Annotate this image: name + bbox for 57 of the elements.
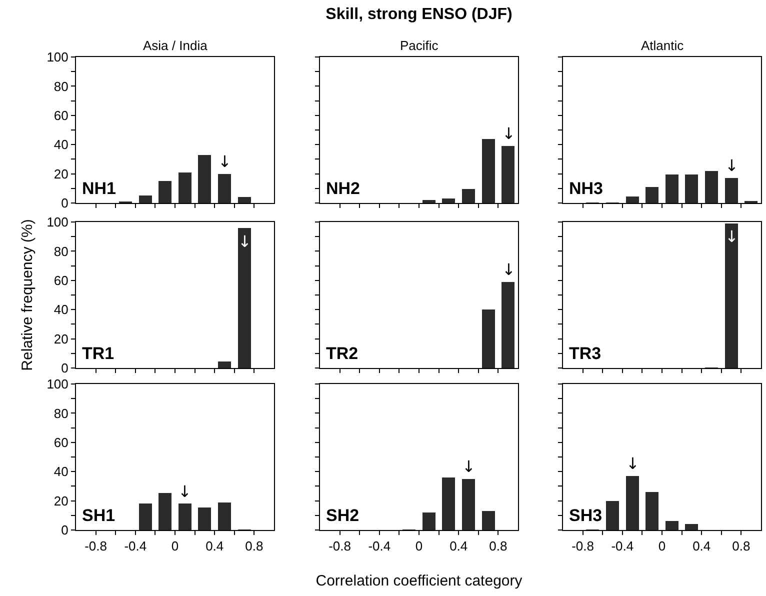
y-tick-label: 60 — [54, 434, 68, 450]
y-tick-label: 0 — [61, 196, 68, 211]
annotation: TR3 — [569, 344, 602, 363]
x-tick-label: 0.8 — [732, 538, 750, 554]
annotation: NH2 — [326, 179, 360, 198]
annotation: SH1 — [82, 506, 116, 525]
x-tick-label: 0.4 — [450, 538, 468, 554]
y-tick-label: 20 — [54, 166, 68, 182]
y-tick-label: 60 — [54, 272, 68, 288]
y-tick-label: 80 — [54, 406, 68, 421]
y-tick-label: 20 — [54, 331, 68, 346]
x-tick-label: -0.4 — [124, 538, 147, 554]
annotation: ↓ — [462, 457, 476, 476]
chart-title: Skill, strong ENSO (DJF) — [326, 6, 512, 24]
annotation: SH3 — [569, 506, 602, 525]
annotation: ↓ — [725, 227, 738, 246]
x-tick-label: -0.4 — [611, 538, 634, 554]
x-tick-label: 0 — [415, 538, 423, 554]
y-axis-title: Relative frequency (%) — [18, 219, 36, 371]
x-tick-label: 0.8 — [489, 538, 508, 554]
chart-subtitle: Atlantic — [641, 38, 684, 53]
y-tick-label: 0 — [61, 360, 68, 376]
x-axis-title: Correlation coefficient category — [316, 572, 523, 590]
x-tick-label: -0.8 — [84, 538, 108, 554]
y-tick-label: 20 — [54, 493, 68, 508]
y-tick-label: 60 — [54, 108, 68, 123]
annotation: ↓ — [725, 156, 738, 175]
annotation: TR1 — [82, 344, 114, 363]
x-tick-label: 0 — [658, 538, 666, 554]
x-tick-label: 0.8 — [245, 538, 264, 554]
annotation: ↓ — [502, 124, 516, 143]
y-tick-label: 40 — [54, 137, 68, 152]
y-tick-label: 40 — [54, 302, 68, 318]
chart-subtitle: Pacific — [400, 38, 439, 53]
y-tick-label: 100 — [46, 376, 68, 392]
y-tick-label: 100 — [46, 50, 68, 65]
x-tick-label: 0.4 — [206, 538, 224, 554]
y-tick-label: 0 — [61, 522, 68, 538]
x-tick-label: 0.4 — [692, 538, 711, 554]
x-tick-label: -0.8 — [328, 538, 352, 554]
annotation: ↓ — [502, 260, 516, 279]
x-tick-label: -0.4 — [368, 538, 391, 554]
annotation: NH3 — [569, 179, 604, 198]
y-tick-label: 100 — [46, 214, 68, 230]
y-tick-label: 40 — [54, 464, 68, 480]
annotation: NH1 — [82, 179, 116, 198]
annotation: TR2 — [326, 344, 358, 363]
chart-subtitle: Asia / India — [143, 38, 208, 53]
y-tick-label: 80 — [54, 78, 68, 94]
x-tick-label: -0.8 — [572, 538, 594, 554]
y-tick-label: 80 — [54, 244, 68, 259]
annotation: ↓ — [218, 152, 232, 171]
x-tick-label: 0 — [171, 538, 179, 554]
annotation: ↓ — [626, 454, 640, 473]
annotation: SH2 — [326, 506, 360, 525]
annotation: ↓ — [178, 482, 192, 501]
annotation: ↓ — [238, 232, 252, 251]
